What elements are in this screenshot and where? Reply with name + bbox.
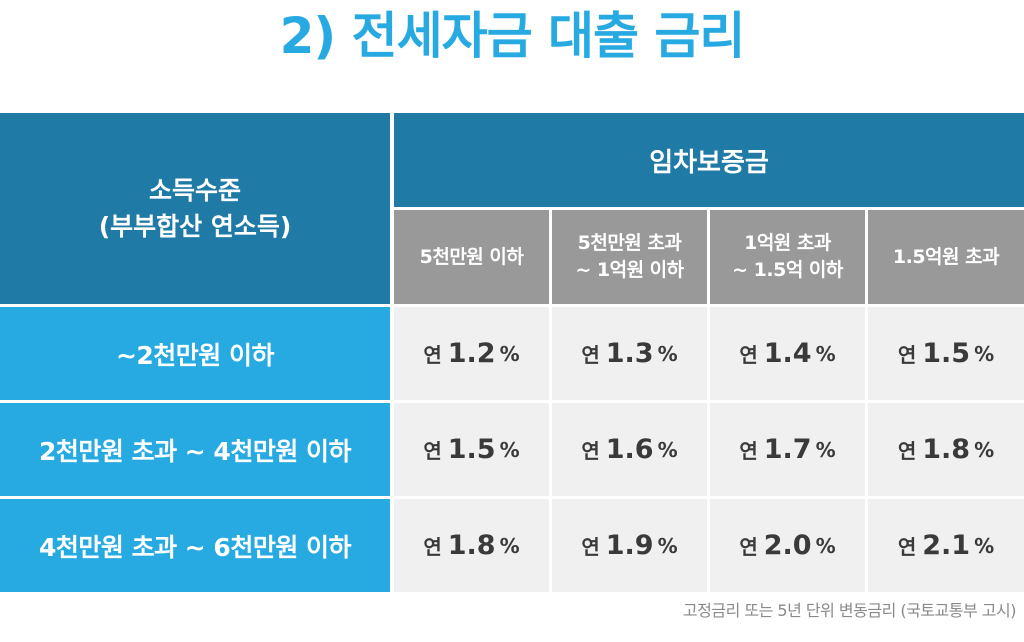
rate-cell: 연 1.8% [394, 499, 549, 592]
rate-cell: 연 2.1% [868, 499, 1024, 592]
deposit-band-line-0: 1.5억원 초과 [892, 245, 1000, 268]
income-level-header: 소득수준 (부부합산 연소득) [0, 113, 390, 304]
rate-cell: 연 2.0% [710, 499, 865, 592]
income-row-label: ~2천만원 이하 [0, 307, 390, 400]
income-row-label-text: ~2천만원 이하 [115, 340, 275, 370]
rate-prefix: 연 [897, 343, 917, 367]
rate-suffix: % [815, 533, 836, 558]
rate-cell: 연 1.3% [552, 307, 707, 400]
income-level-header-line-0: 소득수준 [148, 175, 241, 205]
deposit-band-line-1: ~ 1억원 이하 [575, 259, 684, 281]
rate-prefix: 연 [739, 343, 758, 367]
footnote: 고정금리 또는 5년 단위 변동금리 (국토교통부 고시) [682, 601, 1017, 620]
rate-suffix: % [815, 341, 836, 366]
deposit-band-header: 5천만원 초과 ~ 1억원 이하 [552, 210, 707, 304]
income-row-label-text: 2천만원 초과 ~ 4천만원 이하 [38, 436, 352, 466]
rate-prefix: 연 [423, 439, 442, 463]
rate-value: 1.4 [763, 338, 812, 369]
deposit-band-line-0: 5천만원 초과 [577, 232, 682, 254]
rate-suffix: % [974, 437, 995, 462]
deposit-header-label: 임차보증금 [649, 147, 769, 178]
rate-suffix: % [657, 533, 678, 558]
rate-cell: 연 1.6% [552, 403, 707, 496]
rate-value: 1.6 [605, 434, 654, 465]
rate-suffix: % [499, 437, 520, 462]
rate-cell: 연 1.5% [868, 307, 1024, 400]
rate-cell: 연 1.4% [710, 307, 865, 400]
rate-value: 1.5 [922, 338, 971, 369]
rate-value: 2.1 [922, 530, 971, 561]
income-row-label-text: 4천만원 초과 ~ 6천만원 이하 [38, 532, 352, 562]
rate-value: 1.8 [447, 530, 496, 561]
rate-value: 1.5 [447, 434, 496, 465]
deposit-band-header: 1.5억원 초과 [868, 210, 1024, 304]
page-title: 2) 전세자금 대출 금리 [279, 7, 746, 65]
rate-suffix: % [657, 437, 678, 462]
rate-prefix: 연 [423, 343, 442, 367]
rate-suffix: % [657, 341, 678, 366]
rate-prefix: 연 [739, 439, 758, 463]
rate-value: 1.3 [605, 338, 654, 369]
deposit-header: 임차보증금 [394, 113, 1024, 207]
rate-cell: 연 1.5% [394, 403, 549, 496]
rate-value: 1.2 [447, 338, 496, 369]
rate-prefix: 연 [739, 535, 758, 559]
deposit-band-header: 1억원 초과 ~ 1.5억 이하 [710, 210, 865, 304]
rate-prefix: 연 [897, 439, 917, 463]
rate-value: 1.7 [763, 434, 812, 465]
rate-cell: 연 1.2% [394, 307, 549, 400]
rate-cell: 연 1.8% [868, 403, 1024, 496]
rate-cell: 연 1.7% [710, 403, 865, 496]
rate-suffix: % [499, 341, 520, 366]
income-level-header-line-1: (부부합산 연소득) [98, 211, 292, 241]
rate-cell: 연 1.9% [552, 499, 707, 592]
rate-prefix: 연 [423, 535, 442, 559]
rate-prefix: 연 [897, 535, 917, 559]
rate-suffix: % [974, 533, 995, 558]
deposit-band-header: 5천만원 이하 [394, 210, 549, 304]
rate-suffix: % [499, 533, 520, 558]
income-row-label: 4천만원 초과 ~ 6천만원 이하 [0, 499, 390, 592]
deposit-band-line-0: 1억원 초과 [744, 232, 831, 254]
rate-suffix: % [974, 341, 995, 366]
rate-value: 1.8 [922, 434, 971, 465]
rate-prefix: 연 [581, 439, 600, 463]
rate-value: 1.9 [605, 530, 654, 561]
deposit-band-line-1: ~ 1.5억 이하 [732, 259, 843, 281]
rate-prefix: 연 [581, 343, 600, 367]
rate-value: 2.0 [763, 530, 812, 561]
income-row-label: 2천만원 초과 ~ 4천만원 이하 [0, 403, 390, 496]
rate-suffix: % [815, 437, 836, 462]
rate-prefix: 연 [581, 535, 600, 559]
deposit-band-line-0: 5천만원 이하 [419, 245, 524, 268]
